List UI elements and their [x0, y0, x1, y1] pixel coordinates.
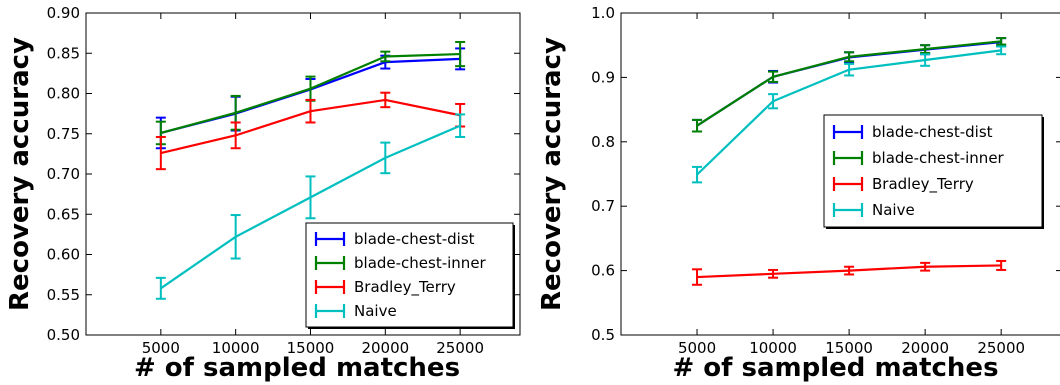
y-tick-label: 0.50 — [47, 326, 80, 344]
x-tick-label: 15000 — [287, 339, 335, 357]
y-tick-label: 0.70 — [47, 165, 80, 183]
error-bar — [844, 62, 855, 77]
x-tick-label: 5000 — [142, 339, 180, 357]
error-bar — [230, 214, 241, 260]
y-tick-label: 1.0 — [591, 4, 615, 22]
x-axis-label: # of sampled matches — [134, 353, 460, 383]
error-bar — [380, 50, 391, 63]
error-bar — [844, 51, 855, 63]
y-axis-label: Recovery accuracy — [5, 37, 35, 311]
error-bar — [920, 261, 931, 272]
error-bar — [768, 93, 779, 110]
series-Bradley_Terry — [692, 259, 1007, 286]
legend-entry: blade-chest-inner — [832, 149, 1005, 167]
error-bar — [692, 268, 703, 286]
legend-label: Bradley_Terry — [354, 278, 456, 297]
error-bar — [996, 45, 1007, 56]
error-bar — [920, 53, 931, 67]
error-bar — [455, 113, 466, 138]
series-Naive — [155, 113, 466, 300]
error-bar — [692, 165, 703, 184]
y-tick-label: 0.6 — [591, 262, 615, 280]
error-bar — [455, 40, 466, 68]
legend-label: Naive — [872, 201, 915, 219]
error-bar — [305, 175, 316, 220]
series-blade-chest-inner — [155, 40, 466, 146]
x-tick-label: 5000 — [678, 339, 716, 357]
error-bar — [305, 98, 316, 124]
error-bar — [996, 37, 1007, 46]
y-tick-label: 0.9 — [591, 68, 615, 86]
legend-label: blade-chest-inner — [354, 254, 487, 272]
legend-entry: Naive — [832, 201, 915, 219]
legend-entry: blade-chest-dist — [314, 230, 475, 248]
legend-label: blade-chest-dist — [872, 123, 993, 141]
legend-entry: Bradley_Terry — [832, 175, 974, 194]
y-tick-label: 0.75 — [47, 125, 80, 143]
y-tick-label: 0.7 — [591, 197, 615, 215]
y-tick-label: 0.60 — [47, 246, 80, 264]
legend-label: blade-chest-inner — [872, 149, 1005, 167]
error-bar — [380, 91, 391, 109]
legend-entry: Naive — [314, 302, 397, 320]
chart-panel-2: 0.5 0.6 0.7 0.8 0.9 1.0 5000 10000 15000 20000 250… — [537, 4, 1060, 383]
y-tick-label: 0.80 — [47, 85, 80, 103]
x-tick-label: 25000 — [436, 339, 484, 357]
y-tick-label: 0.55 — [47, 286, 80, 304]
y-tick-label: 0.85 — [47, 44, 80, 62]
y-tick-label: 0.8 — [591, 133, 615, 151]
legend-label: Naive — [354, 302, 397, 320]
y-tick-label: 0.5 — [591, 326, 615, 344]
y-axis-label: Recovery accuracy — [537, 37, 567, 311]
legend-box — [305, 222, 514, 328]
legend-entry: blade-chest-inner — [314, 254, 487, 272]
error-bar — [768, 268, 779, 279]
x-tick-label: 25000 — [977, 339, 1025, 357]
legend-label: Bradley_Terry — [872, 175, 974, 194]
error-bar — [380, 141, 391, 175]
error-bar — [768, 70, 779, 83]
x-tick-label: 10000 — [749, 339, 797, 357]
legend-label: blade-chest-dist — [354, 230, 475, 248]
legend: blade-chest-dist blade-chest-inner Bradley… — [823, 114, 1044, 229]
legend-box — [823, 114, 1043, 228]
x-tick-label: 20000 — [901, 339, 949, 357]
x-tick-label: 20000 — [361, 339, 409, 357]
series-Naive — [692, 45, 1007, 184]
series-Bradley_Terry — [155, 91, 466, 171]
error-bar — [155, 135, 166, 171]
legend: blade-chest-dist blade-chest-inner Bradley… — [305, 222, 515, 329]
plot-frame — [620, 12, 1060, 336]
x-tick-label: 15000 — [825, 339, 873, 357]
y-tick-label: 0.90 — [47, 4, 80, 22]
chart-panel-1: 0.50 0.55 0.60 0.65 0.70 0.75 0.80 0.85 0.90 5000… — [5, 4, 521, 383]
error-bar — [230, 121, 241, 150]
x-axis-label: # of sampled matches — [672, 353, 998, 383]
legend-entry: blade-chest-dist — [832, 123, 993, 141]
error-bar — [996, 259, 1007, 271]
series-blade-chest-inner — [692, 37, 1007, 133]
error-bar — [692, 118, 703, 133]
legend-entry: Bradley_Terry — [314, 278, 456, 297]
error-bar — [155, 276, 166, 300]
y-tick-label: 0.65 — [47, 205, 80, 223]
error-bar — [844, 265, 855, 276]
x-tick-label: 10000 — [212, 339, 260, 357]
error-bar — [920, 44, 931, 54]
